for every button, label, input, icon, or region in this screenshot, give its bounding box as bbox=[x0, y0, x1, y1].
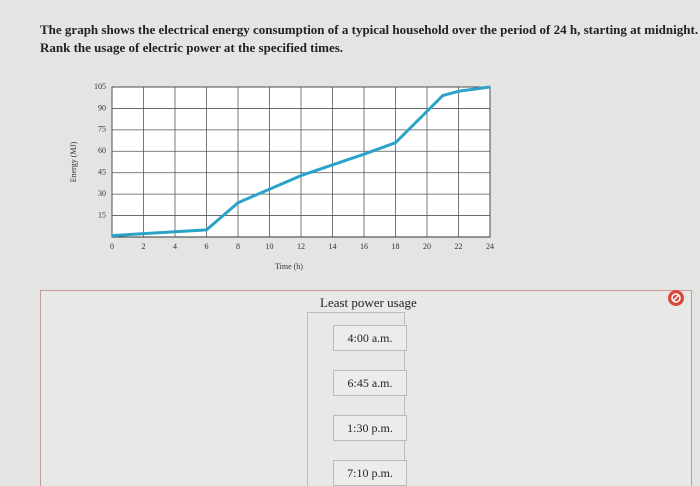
x-tick-label: 24 bbox=[486, 242, 494, 251]
ranking-item[interactable]: 7:10 p.m. bbox=[333, 460, 407, 486]
x-tick-label: 4 bbox=[173, 242, 177, 251]
x-tick-label: 10 bbox=[266, 242, 274, 251]
question-line: The graph shows the electrical energy co… bbox=[40, 22, 699, 37]
x-tick-label: 14 bbox=[329, 242, 337, 251]
ranking-item[interactable]: 6:45 a.m. bbox=[333, 370, 407, 396]
y-tick-label: 60 bbox=[98, 146, 106, 155]
y-tick-label: 90 bbox=[98, 103, 106, 112]
x-tick-label: 0 bbox=[110, 242, 114, 251]
y-tick-label: 30 bbox=[98, 189, 106, 198]
x-axis-label: Time (h) bbox=[275, 262, 303, 271]
x-tick-label: 16 bbox=[360, 242, 368, 251]
y-axis-label: Energy (MJ) bbox=[69, 141, 78, 182]
x-tick-label: 8 bbox=[236, 242, 240, 251]
x-tick-label: 6 bbox=[205, 242, 209, 251]
x-tick-label: 2 bbox=[142, 242, 146, 251]
ranking-item[interactable]: 4:00 a.m. bbox=[333, 325, 407, 351]
question-line: Rank the usage of electric power at the … bbox=[40, 40, 344, 55]
ranking-title: Least power usage bbox=[320, 295, 417, 310]
data-line bbox=[111, 85, 491, 238]
ranking-column bbox=[307, 312, 405, 486]
y-tick-label: 45 bbox=[98, 168, 106, 177]
x-tick-label: 20 bbox=[423, 242, 431, 251]
error-icon bbox=[668, 290, 684, 306]
ranking-item[interactable]: 1:30 p.m. bbox=[333, 415, 407, 441]
y-tick-label: 75 bbox=[98, 125, 106, 134]
y-tick-label: 15 bbox=[98, 210, 106, 219]
y-tick-label: 105 bbox=[94, 82, 106, 91]
x-tick-label: 18 bbox=[392, 242, 400, 251]
x-tick-label: 22 bbox=[455, 242, 463, 251]
x-tick-label: 12 bbox=[297, 242, 305, 251]
